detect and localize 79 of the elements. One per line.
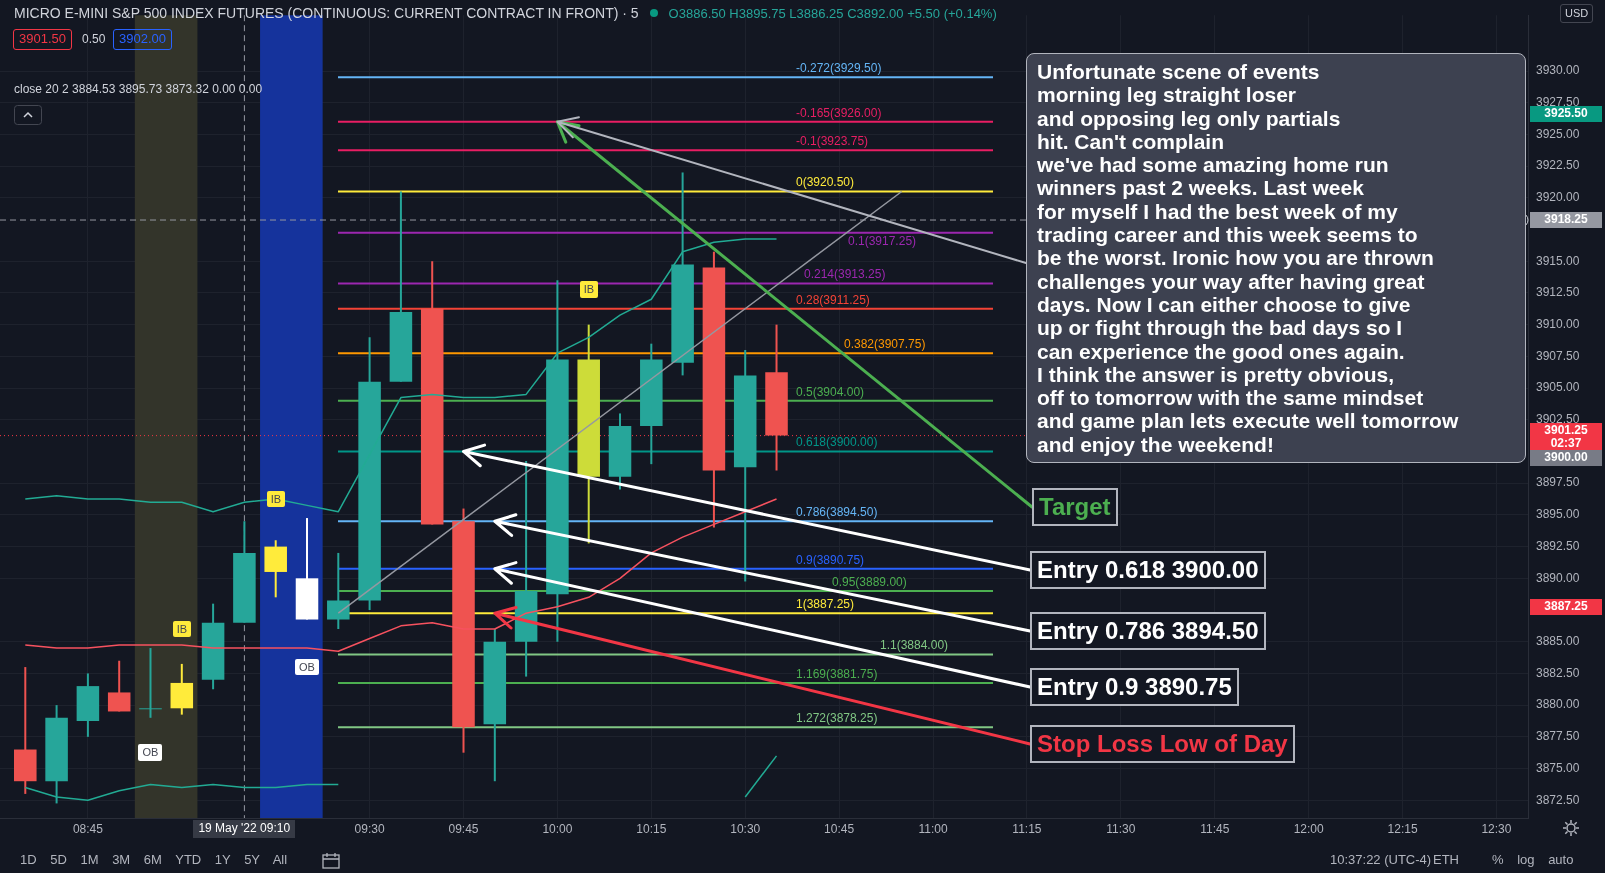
ref-line-label: 0.95(3889.00) bbox=[832, 574, 907, 589]
ref-line-label: 1(3887.25) bbox=[796, 597, 855, 612]
ref-line-label: 0.28(3911.25) bbox=[796, 292, 870, 307]
y-tick-label: 3910.00 bbox=[1536, 316, 1580, 331]
y-tick-label: 3922.50 bbox=[1536, 158, 1580, 173]
text: USD bbox=[1560, 4, 1594, 23]
annotation: 0.50 bbox=[82, 32, 106, 47]
annotation: Entry 0.618 3900.00 bbox=[1030, 551, 1266, 589]
y-tick-label: 3897.50 bbox=[1536, 475, 1580, 490]
x-tick-label: 11:15 bbox=[1012, 821, 1042, 836]
text: 10:37:22 (UTC-4) bbox=[1330, 852, 1432, 868]
ref-line-label: 0.5(3904.00) bbox=[796, 384, 865, 399]
y-tick-label: 3895.00 bbox=[1536, 507, 1580, 522]
x-tick-label: 11:45 bbox=[1200, 821, 1230, 836]
x-tick-label: 10:00 bbox=[542, 821, 573, 836]
y-tick-label: 3907.50 bbox=[1536, 348, 1580, 363]
x-tick-label: 11:00 bbox=[918, 821, 948, 836]
y-tick-label: 3882.50 bbox=[1536, 665, 1580, 680]
x-tick-label: 08:45 bbox=[72, 821, 104, 836]
text: 3887.25 bbox=[1530, 599, 1602, 615]
ref-line-label: 0(3920.50) bbox=[796, 175, 855, 190]
text: 3925.50 bbox=[1530, 106, 1602, 122]
annotation: Entry 0.9 3890.75 bbox=[1030, 668, 1239, 706]
ref-line-label: -0.1(3923.75) bbox=[796, 134, 869, 149]
y-tick-label: 3925.00 bbox=[1536, 126, 1580, 141]
y-tick-label: 3875.00 bbox=[1536, 760, 1580, 775]
ref-line-label: 1.272(3878.25) bbox=[796, 711, 878, 726]
ref-line-label: 1.1(3884.00) bbox=[880, 638, 949, 653]
x-tick-label: 12:00 bbox=[1293, 821, 1324, 836]
y-tick-label: 3930.00 bbox=[1536, 63, 1580, 78]
x-tick-label: 10:15 bbox=[636, 821, 667, 836]
candlestick bbox=[107, 659, 131, 713]
ref-line-label: -0.272(3929.50) bbox=[796, 61, 882, 76]
x-tick-label: 10:30 bbox=[730, 821, 761, 836]
x-tick-label: 12:15 bbox=[1387, 821, 1418, 836]
ref-line-label: 0.214(3913.25) bbox=[804, 267, 886, 282]
annotation: Target bbox=[1032, 488, 1118, 526]
ref-line-label: 0.786(3894.50) bbox=[796, 505, 878, 520]
y-tick-label: 3915.00 bbox=[1536, 253, 1580, 268]
x-tick-label: 09:45 bbox=[448, 821, 479, 836]
ref-line-label: 0.9(3890.75) bbox=[796, 552, 865, 567]
chart-title: MICRO E-MINI S&P 500 INDEX FUTURES (CONTINUOUS: CURRENT CONTRACT IN FRONT) · 5 bbox=[14, 5, 639, 21]
annotation: OB bbox=[295, 658, 319, 676]
x-tick-label: 09:30 bbox=[354, 821, 385, 836]
y-tick-label: 3880.00 bbox=[1536, 697, 1580, 712]
ref-line-label: 0.1(3917.25) bbox=[848, 233, 917, 248]
text: % log auto bbox=[1492, 852, 1574, 868]
ref-line-label: 0.382(3907.75) bbox=[844, 337, 926, 352]
candlestick bbox=[139, 647, 162, 719]
x-tick-label: 12:30 bbox=[1481, 821, 1512, 836]
annotation: IB bbox=[172, 620, 192, 638]
ref-line-label: 1.169(3881.75) bbox=[796, 666, 878, 681]
y-tick-label: 3885.00 bbox=[1536, 634, 1580, 649]
chart-subtitle: O3886.50 H3895.75 L3886.25 C3892.00 +5.50 (+0.14%) bbox=[668, 5, 997, 21]
ref-line-label: 19 May '22 09:10 bbox=[193, 820, 296, 838]
annotation: IB bbox=[579, 281, 599, 298]
y-tick-label: 3890.00 bbox=[1536, 570, 1580, 585]
y-tick-label: 3912.50 bbox=[1536, 285, 1580, 300]
ref-line-label: 3901.25 02:37 bbox=[1544, 422, 1588, 451]
annotation: Stop Loss Low of Day bbox=[1030, 725, 1295, 763]
x-tick-label: 11:30 bbox=[1106, 821, 1136, 836]
ref-line-label: 0.618(3900.00) bbox=[796, 435, 878, 450]
y-tick-label: 3892.50 bbox=[1536, 538, 1580, 553]
text: ETH bbox=[1433, 852, 1459, 868]
text: 1D 5D 1M 3M 6M YTD 1Y 5Y All bbox=[20, 852, 288, 868]
y-tick-label: 3877.50 bbox=[1536, 729, 1580, 744]
ref-line-label: -0.165(3926.00) bbox=[796, 105, 882, 120]
annotation: Entry 0.786 3894.50 bbox=[1030, 612, 1266, 650]
y-tick-label: 3920.00 bbox=[1536, 190, 1580, 205]
y-tick-label: 3872.50 bbox=[1536, 792, 1580, 807]
annotation: 3902.00 bbox=[113, 29, 172, 50]
annotation: IB bbox=[266, 490, 286, 508]
annotation: 3901.50 bbox=[13, 29, 72, 50]
text: 3900.00 bbox=[1530, 450, 1602, 466]
candlestick bbox=[327, 551, 350, 631]
annotation: OB bbox=[138, 744, 163, 761]
ref-line-label: 3918.25 bbox=[1530, 212, 1602, 228]
x-tick-label: 10:45 bbox=[824, 821, 855, 836]
y-tick-label: 3905.00 bbox=[1536, 380, 1580, 395]
